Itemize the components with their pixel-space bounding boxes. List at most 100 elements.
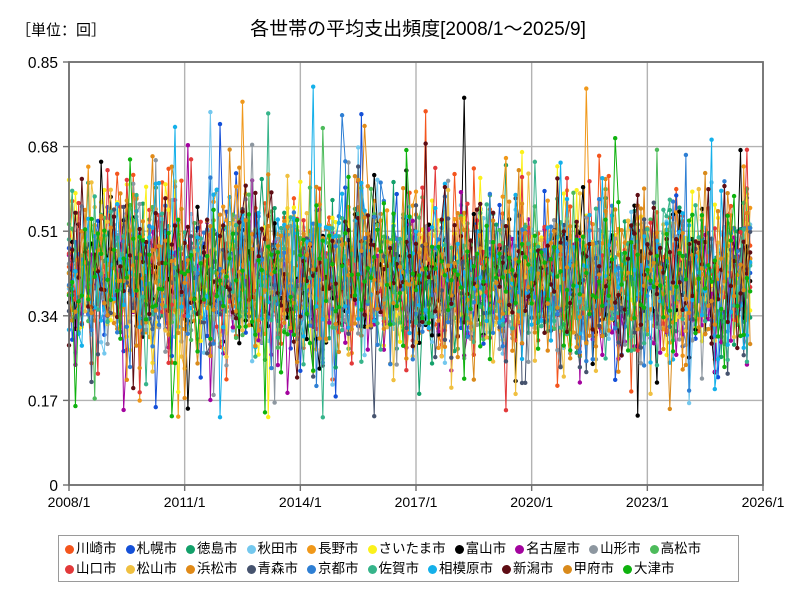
legend-marker-icon — [125, 564, 135, 574]
legend-item-高松市[interactable]: 高松市 — [649, 542, 701, 556]
data-point-marker — [452, 268, 457, 273]
data-point-marker — [282, 246, 287, 251]
legend-item-松山市[interactable]: 松山市 — [125, 562, 177, 576]
data-point-marker — [102, 187, 107, 193]
data-point-marker — [555, 274, 560, 279]
legend-item-長野市[interactable]: 長野市 — [307, 542, 359, 556]
legend-item-さいたま市[interactable]: さいたま市 — [367, 542, 446, 556]
legend-item-川崎市[interactable]: 川崎市 — [65, 542, 117, 556]
data-point-marker — [719, 306, 724, 312]
data-point-marker — [352, 297, 358, 303]
data-point-marker — [513, 300, 518, 306]
data-point-marker — [577, 349, 583, 355]
legend-item-札幌市[interactable]: 札幌市 — [125, 542, 177, 556]
data-point-marker — [503, 408, 509, 413]
legend-item-新潟市[interactable]: 新潟市 — [502, 562, 554, 576]
data-point-marker — [654, 291, 660, 297]
data-point-marker — [114, 201, 120, 207]
legend-item-青森市[interactable]: 青森市 — [246, 562, 298, 576]
legend-item-名古屋市[interactable]: 名古屋市 — [515, 542, 580, 556]
data-point-marker — [651, 341, 656, 346]
data-point-marker — [166, 166, 171, 171]
legend-item-秋田市[interactable]: 秋田市 — [246, 541, 299, 557]
data-point-marker — [725, 342, 730, 347]
legend-item-京都市[interactable]: 京都市 — [307, 562, 359, 576]
data-point-marker — [638, 206, 644, 211]
data-point-marker — [674, 352, 679, 357]
data-point-marker — [185, 314, 191, 319]
data-point-marker — [468, 306, 473, 312]
legend-marker-icon — [246, 544, 256, 554]
data-point-marker — [259, 226, 264, 231]
data-point-marker — [230, 315, 236, 321]
data-point-marker — [198, 261, 203, 266]
data-point-marker — [683, 152, 689, 158]
data-point-marker — [635, 348, 640, 353]
data-point-marker — [497, 227, 502, 233]
data-point-marker — [590, 356, 595, 362]
legend-item-富山市[interactable]: 富山市 — [454, 542, 506, 556]
data-point-marker — [461, 376, 467, 381]
data-point-marker — [648, 220, 653, 225]
data-point-marker — [426, 325, 432, 331]
data-point-marker — [641, 305, 647, 310]
data-point-marker — [442, 337, 448, 342]
data-point-marker — [551, 318, 557, 324]
legend-item-徳島市[interactable]: 徳島市 — [186, 542, 238, 556]
data-point-marker — [664, 231, 669, 237]
data-point-marker — [693, 203, 698, 208]
data-point-marker — [253, 354, 258, 359]
data-point-marker — [208, 175, 213, 180]
legend-item-山形市[interactable]: 山形市 — [589, 542, 641, 556]
legend: 川崎市 札幌市 徳島市 秋田市 長野市 さいたま市 富山市 名古屋市 山形市 高松市 山口市 松山市… — [58, 535, 739, 582]
data-point-marker — [339, 113, 345, 118]
data-point-marker — [76, 299, 81, 304]
data-point-marker — [564, 329, 570, 335]
data-point-marker — [677, 337, 682, 342]
data-point-marker — [600, 241, 605, 246]
data-point-marker — [519, 340, 525, 346]
data-point-marker — [355, 145, 361, 150]
legend-item-大津市[interactable]: 大津市 — [623, 562, 675, 576]
data-point-marker — [108, 209, 113, 214]
legend-item-佐賀市[interactable]: 佐賀市 — [367, 561, 420, 577]
data-point-marker — [375, 177, 380, 182]
legend-item-浜松市[interactable]: 浜松市 — [186, 562, 238, 576]
data-point-marker — [516, 168, 522, 173]
data-point-marker — [153, 158, 158, 163]
data-point-marker — [124, 324, 130, 330]
data-point-marker — [195, 204, 200, 210]
data-point-marker — [355, 331, 361, 336]
legend-item-山口市[interactable]: 山口市 — [65, 562, 117, 576]
data-point-marker — [712, 226, 718, 231]
legend-marker-icon — [367, 544, 377, 554]
data-point-marker — [516, 289, 522, 295]
data-point-marker — [564, 176, 570, 181]
data-point-marker — [725, 190, 730, 196]
data-point-marker — [118, 191, 123, 196]
data-point-marker — [497, 284, 502, 289]
legend-row-2: 山口市 松山市 浜松市 青森市 京都市 佐賀市 相模原市 新潟市 甲府市 大津市 — [59, 559, 738, 579]
data-point-marker — [519, 149, 525, 155]
data-point-marker — [635, 252, 640, 257]
data-point-marker — [420, 315, 425, 321]
data-point-marker — [558, 325, 563, 330]
data-point-marker — [728, 283, 734, 289]
legend-item-相模原市[interactable]: 相模原市 — [428, 562, 493, 576]
data-point-marker — [323, 336, 329, 341]
legend-item-甲府市[interactable]: 甲府市 — [562, 562, 614, 576]
data-point-marker — [372, 254, 377, 260]
legend-label: 秋田市 — [257, 541, 299, 557]
data-point-marker — [105, 312, 110, 318]
data-point-marker — [384, 282, 390, 288]
data-point-marker — [359, 359, 364, 364]
data-point-marker — [487, 356, 493, 362]
data-point-marker — [108, 297, 113, 303]
data-point-marker — [674, 193, 679, 198]
legend-label: 佐賀市 — [378, 561, 420, 577]
data-point-marker — [445, 187, 451, 193]
data-point-marker — [738, 291, 743, 296]
legend-marker-icon — [246, 564, 256, 574]
data-point-marker — [500, 219, 505, 224]
